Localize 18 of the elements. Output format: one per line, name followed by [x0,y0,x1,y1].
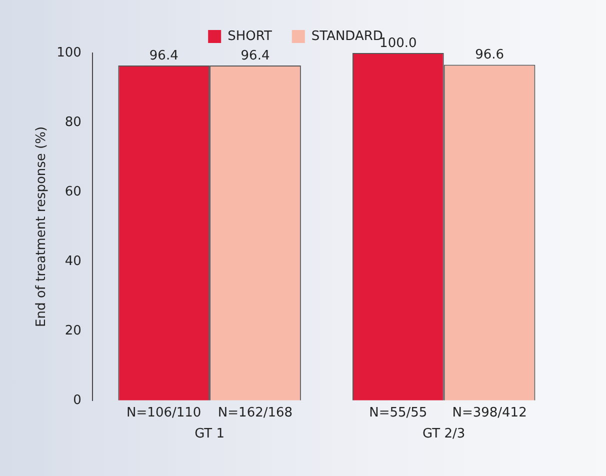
y-tick-label: 40 [64,254,82,269]
data-label: 96.6 [475,48,504,63]
y-tick-label: 100 [56,45,82,60]
y-tick-label: 20 [64,323,82,338]
legend-label: STANDARD [311,28,383,44]
text: N=55/55 [369,405,428,420]
legend-label: SHORT [228,28,272,44]
x-tick-label: GT 1 [194,426,225,442]
x-tick-label: GT 2/3 [422,426,466,442]
y-tick-label: 60 [64,184,82,200]
data-label: 96.4 [240,48,270,64]
text: N=398/412 [452,405,527,420]
y-tick-label: 80 [64,114,82,130]
text: N=162/168 [218,405,293,420]
y-tick-label: 0 [73,392,82,408]
text: N=106/110 [126,405,202,420]
data-label: 96.4 [149,48,178,64]
y-axis-title: End of treatment response (%) [34,126,50,327]
